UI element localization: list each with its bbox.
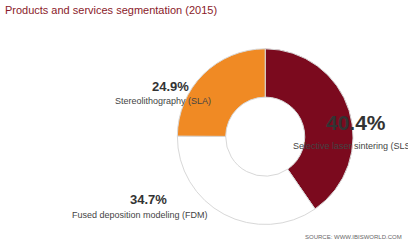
svg-text:SOURCE: WWW.IBISWORLD.COM: SOURCE: WWW.IBISWORLD.COM [305, 234, 402, 240]
svg-text:Selective laser sintering (SLS: Selective laser sintering (SLS) [293, 141, 408, 151]
svg-text:40.4%: 40.4% [326, 111, 386, 134]
svg-text:24.9%: 24.9% [152, 79, 189, 94]
svg-text:Stereolithography (SLA): Stereolithography (SLA) [115, 96, 211, 106]
svg-text:34.7%: 34.7% [130, 192, 167, 207]
svg-text:Products and services segmenta: Products and services segmentation (2015… [5, 4, 217, 16]
svg-text:Fused deposition modeling (FDM: Fused deposition modeling (FDM) [72, 210, 208, 220]
